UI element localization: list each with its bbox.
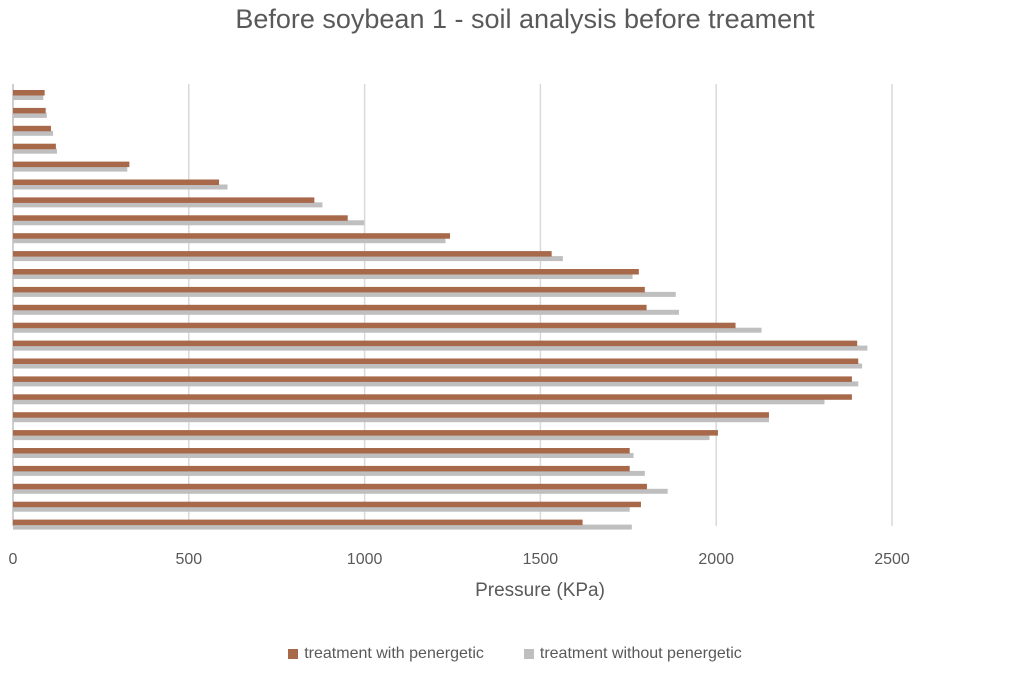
x-tick-label: 1000: [347, 551, 383, 568]
bar-without-penergetic: [13, 291, 676, 297]
bar-without-penergetic: [13, 399, 825, 405]
bar-with-penergetic: [13, 269, 639, 275]
bar-with-penergetic: [13, 90, 45, 96]
bar-without-penergetic: [13, 363, 863, 369]
x-tick-label: 2000: [698, 551, 734, 568]
bar-without-penergetic: [13, 417, 769, 423]
bar-without-penergetic: [13, 453, 634, 458]
bar-with-penergetic: [13, 430, 718, 436]
bar-with-penergetic: [13, 233, 451, 239]
bar-without-penergetic: [13, 327, 762, 333]
bar-without-penergetic: [13, 345, 868, 351]
bar-with-penergetic: [13, 519, 583, 526]
bar-with-penergetic: [13, 304, 647, 311]
x-tick-label: 2500: [874, 551, 910, 568]
bar-with-penergetic: [13, 376, 852, 382]
bar-without-penergetic: [13, 488, 668, 494]
chart-title: Before soybean 1 - soil analysis before …: [235, 4, 815, 34]
bar-with-penergetic: [13, 358, 859, 364]
bar-without-penergetic: [13, 220, 365, 226]
bar-with-penergetic: [13, 322, 736, 329]
bar-without-penergetic: [13, 506, 630, 512]
bar-with-penergetic: [13, 465, 630, 472]
bar-with-penergetic: [13, 197, 315, 203]
bar-without-penergetic: [13, 524, 632, 530]
bar-with-penergetic: [13, 394, 852, 400]
bar-with-penergetic: [13, 286, 645, 293]
bar-with-penergetic: [13, 161, 130, 168]
bar-with-penergetic: [13, 483, 647, 490]
bar-with-penergetic: [13, 215, 348, 221]
bar-without-penergetic: [13, 256, 563, 262]
bar-with-penergetic: [13, 501, 641, 508]
bar-with-penergetic: [13, 251, 552, 257]
bar-without-penergetic: [13, 166, 128, 172]
bar-with-penergetic: [13, 179, 220, 185]
bar-without-penergetic: [13, 184, 228, 190]
bar-without-penergetic: [13, 95, 44, 100]
bar-without-penergetic: [13, 202, 323, 208]
bar-with-penergetic: [13, 340, 858, 347]
bar-with-penergetic: [13, 107, 46, 114]
bar-without-penergetic: [13, 112, 47, 118]
legend-swatch: [523, 649, 534, 659]
bar-with-penergetic: [13, 125, 51, 132]
x-tick-label: 0: [9, 551, 18, 568]
bar-without-penergetic: [13, 470, 645, 476]
bar-without-penergetic: [13, 435, 710, 441]
bar-with-penergetic: [13, 448, 630, 454]
bar-without-penergetic: [13, 130, 54, 136]
legend-label: treatment with penergetic: [304, 645, 484, 662]
legend-item-without: treatment without penergetic: [523, 645, 742, 663]
bar-without-penergetic: [13, 274, 633, 279]
legend-item-with: treatment with penergetic: [288, 645, 484, 663]
x-axis-title: Pressure (KPa): [475, 580, 605, 601]
bar-without-penergetic: [13, 148, 57, 154]
bar-without-penergetic: [13, 381, 859, 387]
x-tick-label: 500: [175, 551, 202, 568]
bar-with-penergetic: [13, 143, 56, 150]
legend-label: treatment without penergetic: [539, 645, 742, 662]
x-tick-label: 1500: [523, 551, 559, 568]
legend: treatment with penergetic treatment with…: [0, 645, 1024, 663]
bar-without-penergetic: [13, 309, 679, 315]
legend-swatch: [288, 649, 299, 659]
bar-with-penergetic: [13, 412, 769, 418]
bar-without-penergetic: [13, 238, 446, 244]
